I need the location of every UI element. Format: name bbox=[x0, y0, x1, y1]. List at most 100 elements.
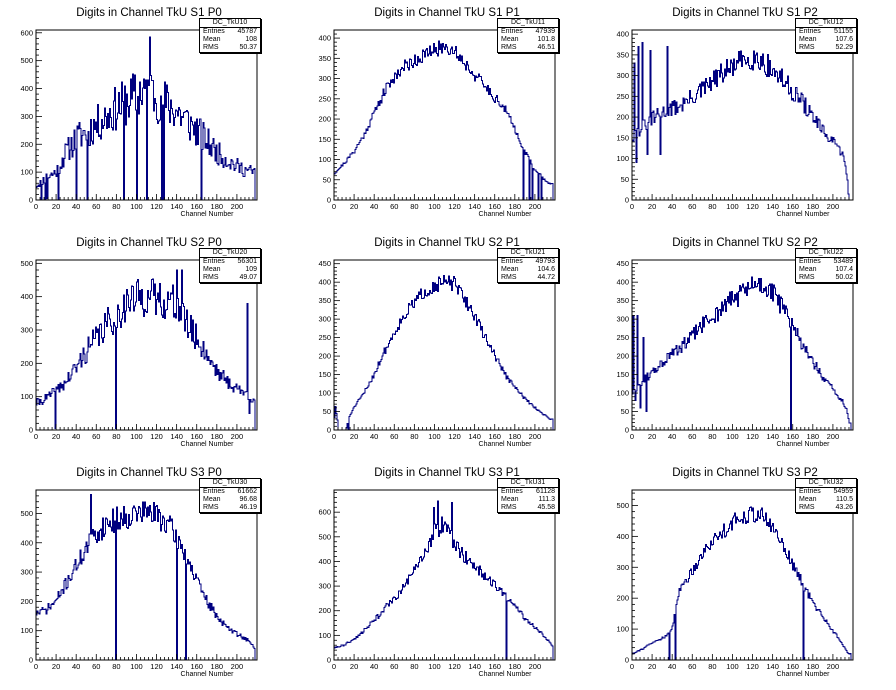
x-tick-label: 200 bbox=[231, 432, 244, 441]
histogram-pad-5: Digits in Channel TkU S2 P1 0 20 40 60 80 100 1… bbox=[298, 230, 596, 460]
stats-name: DC_TkU22 bbox=[796, 249, 856, 258]
stats-label: RMS bbox=[501, 274, 517, 281]
y-tick-label: 150 bbox=[318, 370, 331, 379]
x-tick-label: 80 bbox=[708, 202, 716, 211]
y-tick-label: 200 bbox=[318, 115, 331, 124]
histogram-title: Digits in Channel TkU S1 P2 bbox=[672, 7, 818, 19]
x-tick-label: 0 bbox=[34, 432, 38, 441]
x-tick-label: 0 bbox=[332, 432, 336, 441]
x-tick-label: 200 bbox=[529, 432, 542, 441]
y-tick-label: 100 bbox=[616, 625, 629, 634]
x-tick-label: 180 bbox=[211, 662, 224, 671]
x-tick-label: 20 bbox=[52, 202, 60, 211]
stats-name: DC_TkU21 bbox=[498, 249, 558, 258]
y-tick-label: 150 bbox=[616, 133, 629, 142]
histogram-plot: 0 20 40 60 80 100 120 140 160 180 200 0 100 200 300 400… bbox=[20, 28, 258, 218]
stats-label: Mean bbox=[501, 266, 519, 273]
x-tick-label: 0 bbox=[332, 662, 336, 671]
x-tick-label: 200 bbox=[827, 432, 840, 441]
x-tick-label: 80 bbox=[410, 202, 418, 211]
x-tick-label: 200 bbox=[231, 202, 244, 211]
x-tick-label: 80 bbox=[112, 202, 120, 211]
x-tick-label: 100 bbox=[428, 202, 441, 211]
y-tick-label: 200 bbox=[318, 352, 331, 361]
x-tick-label: 20 bbox=[648, 202, 656, 211]
stats-row-mean: Mean 108 bbox=[200, 36, 260, 44]
y-tick-label: 500 bbox=[20, 259, 33, 268]
histogram-line bbox=[631, 276, 852, 431]
stats-value: 46.51 bbox=[537, 44, 555, 51]
x-axis-title: Channel Number bbox=[181, 211, 235, 218]
x-tick-label: 20 bbox=[52, 662, 60, 671]
histogram-title: Digits in Channel TkU S2 P1 bbox=[374, 237, 520, 249]
y-tick-label: 200 bbox=[20, 359, 33, 368]
x-tick-label: 80 bbox=[410, 662, 418, 671]
x-tick-label: 200 bbox=[529, 662, 542, 671]
stats-row-entries: Entries 45787 bbox=[200, 28, 260, 36]
stats-row-mean: Mean 107.4 bbox=[796, 266, 856, 274]
x-tick-label: 160 bbox=[786, 432, 799, 441]
stats-row-rms: RMS 44.72 bbox=[498, 274, 558, 282]
stats-value: 104.6 bbox=[537, 266, 555, 273]
y-tick-label: 100 bbox=[616, 389, 629, 398]
stats-label: Mean bbox=[799, 496, 817, 503]
stats-row-rms: RMS 50.02 bbox=[796, 274, 856, 282]
stats-label: Entries bbox=[799, 258, 821, 265]
x-tick-label: 40 bbox=[668, 662, 676, 671]
y-tick-label: 300 bbox=[20, 112, 33, 121]
stats-row-rms: RMS 43.26 bbox=[796, 504, 856, 512]
histogram-line bbox=[631, 506, 852, 661]
stats-value: 107.4 bbox=[835, 266, 853, 273]
x-tick-label: 60 bbox=[390, 662, 398, 671]
y-tick-label: 200 bbox=[318, 606, 331, 615]
histogram-title: Digits in Channel TkU S3 P2 bbox=[672, 467, 818, 479]
histogram-title: Digits in Channel TkU S2 P0 bbox=[76, 237, 222, 249]
histogram-line bbox=[333, 500, 554, 661]
x-tick-label: 200 bbox=[231, 662, 244, 671]
y-tick-label: 600 bbox=[318, 508, 331, 517]
stats-box: DC_TkU20 Entries 56301 Mean 109 RMS 49.07 bbox=[199, 248, 261, 283]
stats-value: 54959 bbox=[833, 488, 853, 495]
y-tick-label: 300 bbox=[318, 582, 331, 591]
stats-label: Entries bbox=[799, 488, 821, 495]
x-tick-label: 120 bbox=[746, 662, 759, 671]
y-tick-label: 50 bbox=[323, 175, 331, 184]
x-tick-label: 40 bbox=[370, 202, 378, 211]
x-tick-label: 160 bbox=[190, 202, 203, 211]
stats-row-entries: Entries 49793 bbox=[498, 258, 558, 266]
y-tick-label: 0 bbox=[327, 656, 331, 665]
x-tick-label: 140 bbox=[468, 662, 481, 671]
y-tick-label: 200 bbox=[616, 352, 629, 361]
x-tick-label: 140 bbox=[170, 202, 183, 211]
x-tick-label: 180 bbox=[211, 432, 224, 441]
stats-label: Mean bbox=[501, 496, 519, 503]
y-tick-label: 250 bbox=[616, 333, 629, 342]
x-tick-label: 0 bbox=[34, 202, 38, 211]
stats-label: RMS bbox=[799, 274, 815, 281]
stats-row-rms: RMS 52.29 bbox=[796, 44, 856, 52]
x-tick-label: 160 bbox=[488, 662, 501, 671]
stats-label: RMS bbox=[501, 504, 517, 511]
x-axis-title: Channel Number bbox=[777, 441, 831, 448]
stats-value: 53489 bbox=[833, 258, 853, 265]
y-tick-label: 0 bbox=[327, 196, 331, 205]
x-tick-label: 200 bbox=[827, 662, 840, 671]
x-tick-label: 80 bbox=[708, 662, 716, 671]
y-tick-label: 0 bbox=[29, 426, 33, 435]
plot-frame bbox=[333, 489, 556, 661]
x-tick-label: 160 bbox=[488, 202, 501, 211]
y-tick-label: 400 bbox=[20, 538, 33, 547]
x-tick-label: 60 bbox=[92, 202, 100, 211]
stats-name: DC_TkU20 bbox=[200, 249, 260, 258]
stats-label: RMS bbox=[799, 44, 815, 51]
x-tick-label: 60 bbox=[688, 202, 696, 211]
stats-row-mean: Mean 111.3 bbox=[498, 496, 558, 504]
stats-row-mean: Mean 96.68 bbox=[200, 496, 260, 504]
x-tick-label: 0 bbox=[332, 202, 336, 211]
y-tick-label: 0 bbox=[327, 426, 331, 435]
stats-row-rms: RMS 50.37 bbox=[200, 44, 260, 52]
x-tick-label: 80 bbox=[708, 432, 716, 441]
y-tick-label: 400 bbox=[20, 84, 33, 93]
x-axis-title: Channel Number bbox=[181, 441, 235, 448]
